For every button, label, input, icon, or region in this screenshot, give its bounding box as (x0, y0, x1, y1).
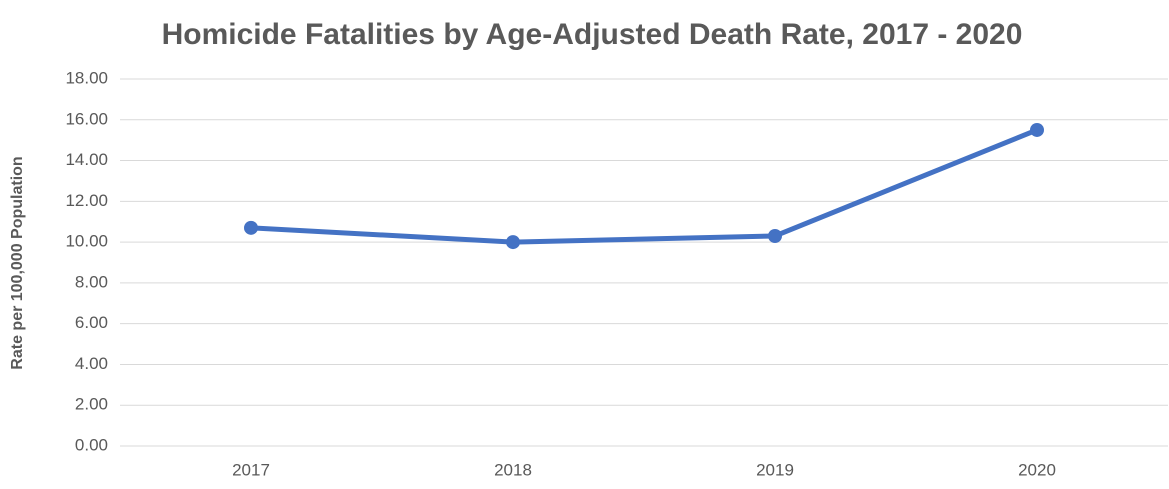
marker (244, 220, 258, 235)
y-axis-label: Rate per 100,000 Population (9, 156, 26, 369)
x-tick-label: 2018 (494, 460, 532, 479)
y-tick-label: 2.00 (75, 395, 108, 414)
y-tick-label: 16.00 (65, 109, 108, 128)
y-tick-label: 12.00 (65, 191, 108, 210)
y-tick-label: 18.00 (65, 68, 108, 87)
y-tick-label: 4.00 (75, 354, 108, 373)
x-tick-label: 2020 (1018, 460, 1056, 479)
chart-title: Homicide Fatalities by Age-Adjusted Deat… (162, 18, 1023, 51)
marker (768, 228, 782, 243)
y-tick-label: 0.00 (75, 435, 108, 454)
marker (506, 235, 520, 250)
line (250, 127, 1038, 245)
y-tick-label: 10.00 (65, 232, 108, 251)
y-tick-label: 14.00 (65, 150, 108, 169)
marker (1030, 122, 1044, 137)
x-tick-label: 2017 (232, 460, 270, 479)
x-tick-label: 2019 (756, 460, 794, 479)
y-tick-label: 8.00 (75, 272, 108, 291)
y-tick-label: 6.00 (75, 313, 108, 332)
